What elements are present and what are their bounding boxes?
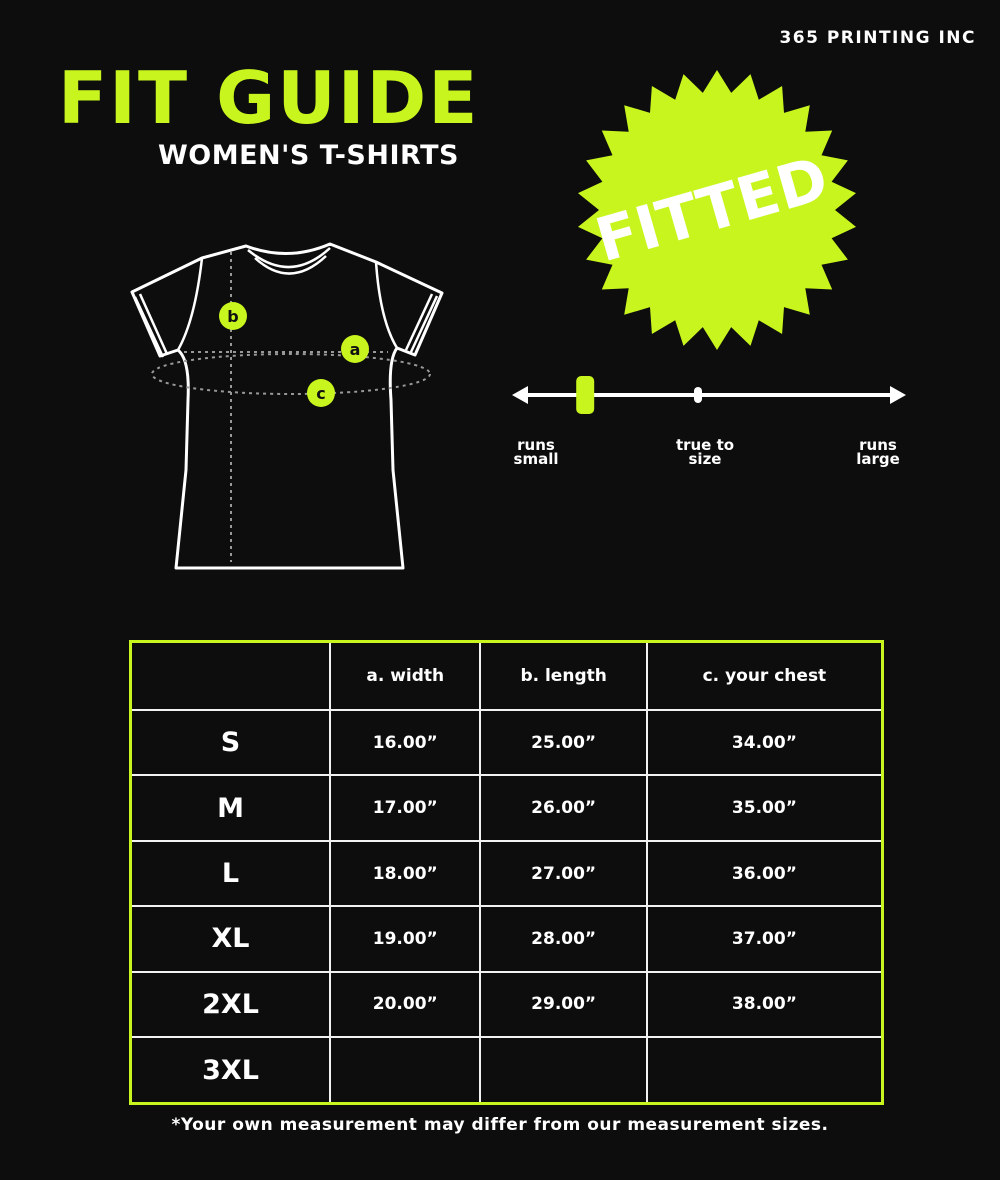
label-runs-large: runs large [856, 436, 900, 468]
header-width: a. width [328, 640, 482, 711]
width-cell: 20.00” [328, 970, 482, 1039]
arrow-right-icon [890, 386, 906, 404]
label-runs-small: runs small [513, 436, 559, 468]
length-cell [479, 1036, 648, 1105]
length-cell: 25.00” [479, 708, 648, 777]
table-row: 3XL [129, 1036, 884, 1105]
size-cell: XL [129, 905, 331, 973]
width-cell: 16.00” [328, 708, 482, 777]
width-cell: 18.00” [328, 839, 482, 908]
width-cell: 19.00” [328, 905, 482, 973]
svg-text:a: a [350, 340, 361, 359]
table-row: L 18.00” 27.00” 36.00” [129, 839, 884, 908]
size-table: a. width b. length c. your chest S 16.00”… [129, 640, 884, 1105]
header-chest: c. your chest [645, 640, 884, 711]
arrow-left-icon [512, 386, 528, 404]
length-cell: 27.00” [479, 839, 648, 908]
label-true-to-size: true to size [675, 436, 735, 468]
size-cell: 2XL [129, 970, 331, 1039]
table-header-row: a. width b. length c. your chest [129, 640, 884, 711]
size-cell: M [129, 774, 331, 842]
tshirt-diagram [130, 242, 444, 570]
chest-cell [645, 1036, 884, 1105]
size-cell: L [129, 839, 331, 908]
illustrations: b a c FITTED [130, 70, 906, 570]
size-cell: S [129, 708, 331, 777]
svg-text:c: c [316, 384, 325, 403]
chest-cell: 36.00” [645, 839, 884, 908]
width-cell [328, 1036, 482, 1105]
marker-c: c [307, 379, 335, 407]
page-title: FIT GUIDE [58, 56, 480, 140]
length-cell: 26.00” [479, 774, 648, 842]
header-length: b. length [479, 640, 648, 711]
header-blank [129, 640, 331, 711]
length-cell: 28.00” [479, 905, 648, 973]
table-row: S 16.00” 25.00” 34.00” [129, 708, 884, 777]
chest-cell: 37.00” [645, 905, 884, 973]
fit-marker [576, 376, 595, 414]
marker-a: a [341, 335, 369, 363]
length-cell: 29.00” [479, 970, 648, 1039]
marker-b: b [219, 302, 247, 330]
brand-name: 365 PRINTING INC [779, 28, 976, 48]
footnote: *Your own measurement may differ from ou… [171, 1115, 829, 1135]
fitted-starburst [578, 70, 856, 350]
size-cell: 3XL [129, 1036, 331, 1105]
table-row: XL 19.00” 28.00” 37.00” [129, 905, 884, 973]
svg-text:b: b [227, 307, 238, 326]
table-row: 2XL 20.00” 29.00” 38.00” [129, 970, 884, 1039]
chest-cell: 34.00” [645, 708, 884, 777]
table-row: M 17.00” 26.00” 35.00” [129, 774, 884, 842]
chest-cell: 35.00” [645, 774, 884, 842]
fit-scale [512, 376, 906, 414]
width-cell: 17.00” [328, 774, 482, 842]
page-subtitle: WOMEN'S T-SHIRTS [158, 140, 459, 171]
true-to-size-tick [694, 387, 702, 403]
chest-cell: 38.00” [645, 970, 884, 1039]
